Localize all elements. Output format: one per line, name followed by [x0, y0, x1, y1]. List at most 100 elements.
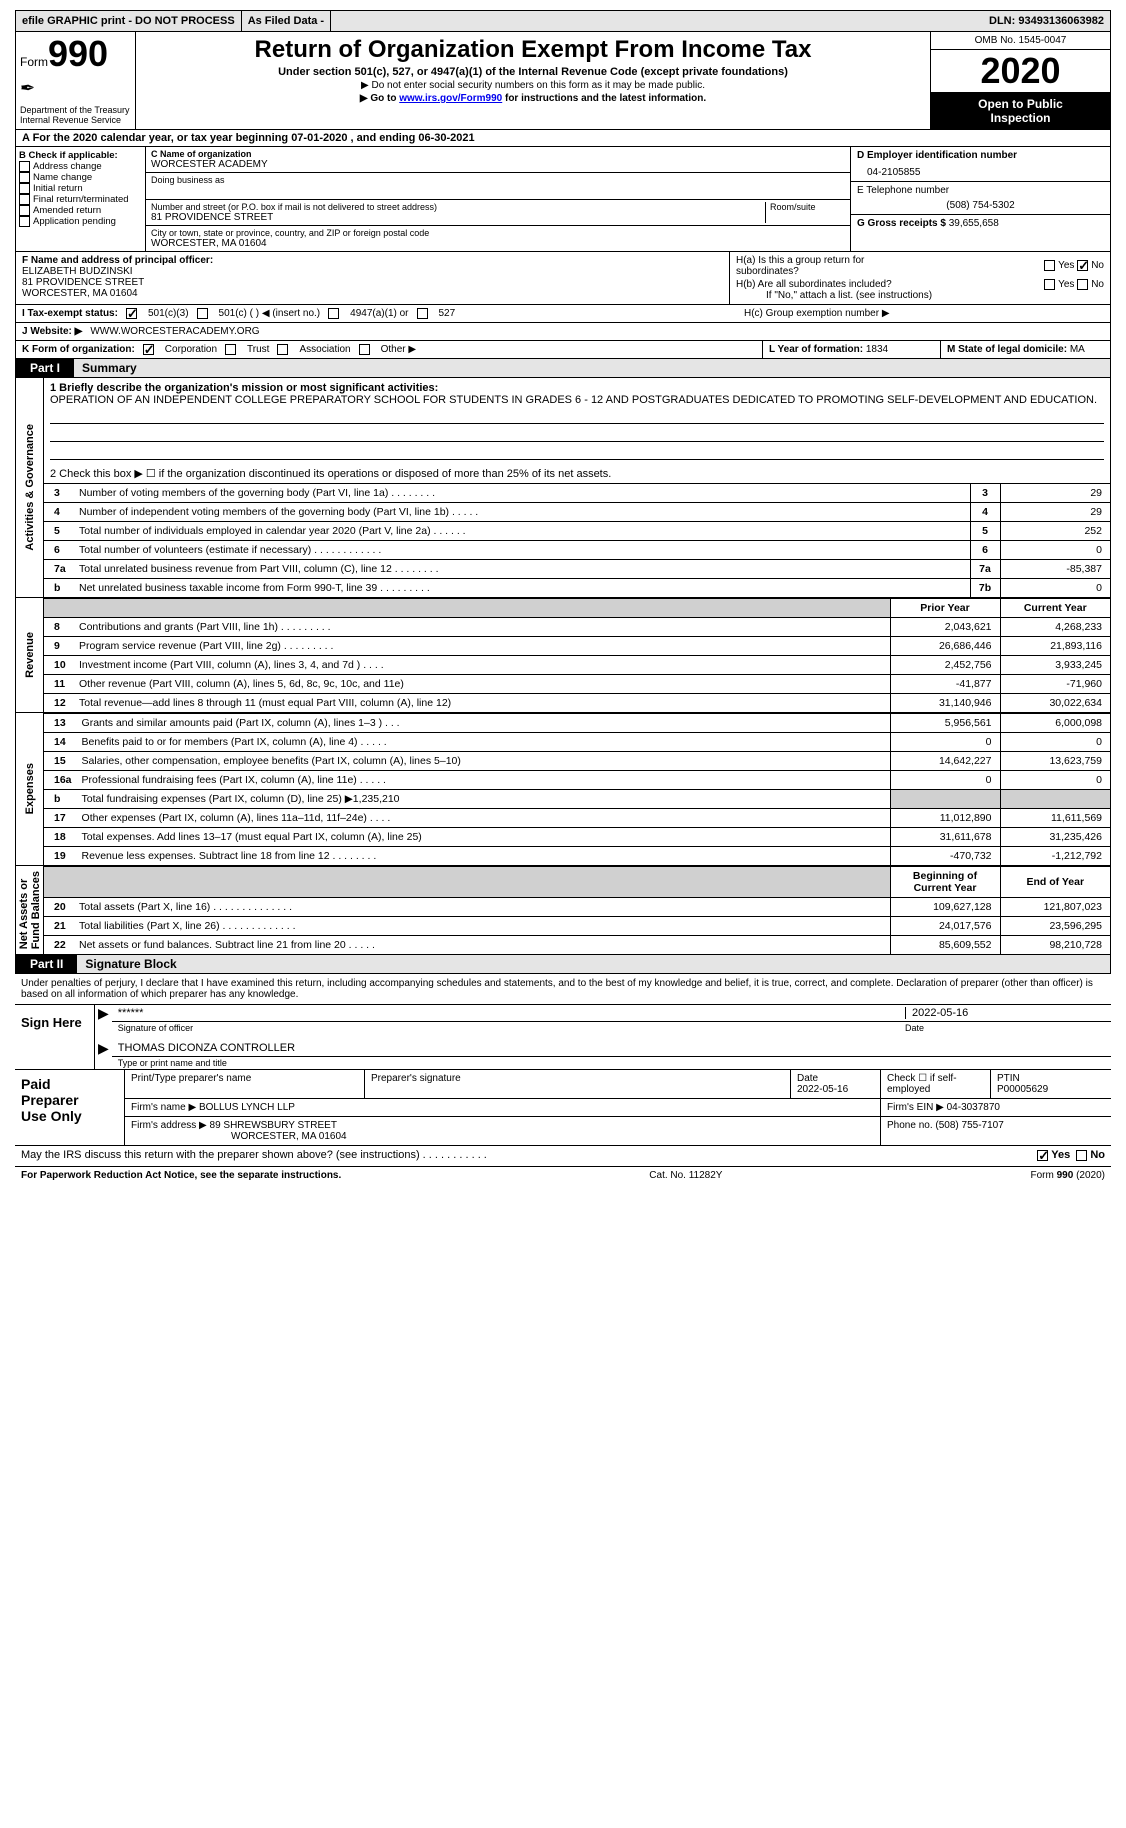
form-number-box: Form990 ✒ Department of the Treasury Int…: [16, 32, 136, 129]
cb-amended-return[interactable]: Amended return: [19, 205, 142, 216]
cb-association[interactable]: [277, 344, 288, 355]
cb-final-return[interactable]: Final return/terminated: [19, 194, 142, 205]
discuss-row: May the IRS discuss this return with the…: [15, 1145, 1111, 1164]
arrow-icon: ▶: [95, 1005, 112, 1034]
ha-no[interactable]: [1077, 260, 1088, 271]
revenue-section: Revenue Prior YearCurrent Year8Contribut…: [15, 598, 1111, 713]
ein: 04-2105855: [857, 167, 1104, 178]
row-j-website: J Website: ▶ WWW.WORCESTERACADEMY.ORG: [15, 323, 1111, 341]
part1-header: Part I Summary: [15, 359, 1111, 378]
governance-table: 3Number of voting members of the governi…: [44, 483, 1110, 597]
arrow-icon: ▶: [95, 1040, 112, 1069]
cb-other[interactable]: [359, 344, 370, 355]
revenue-table: Prior YearCurrent Year8Contributions and…: [44, 598, 1110, 712]
cb-name-change[interactable]: Name change: [19, 172, 142, 183]
right-box: OMB No. 1545-0047 2020 Open to Public In…: [930, 32, 1110, 129]
city-state-zip: WORCESTER, MA 01604: [151, 238, 845, 249]
table-row: 5Total number of individuals employed in…: [44, 522, 1110, 541]
table-row: 18Total expenses. Add lines 13–17 (must …: [44, 828, 1110, 847]
col-b-checkboxes: B Check if applicable: Address change Na…: [16, 147, 146, 251]
dln: DLN: 93493136063982: [983, 11, 1110, 31]
discuss-yes[interactable]: [1037, 1150, 1048, 1161]
table-row: bNet unrelated business taxable income f…: [44, 579, 1110, 598]
table-row: 4Number of independent voting members of…: [44, 503, 1110, 522]
col-c-org: C Name of organizationWORCESTER ACADEMY …: [146, 147, 850, 251]
row-i-tax-status: I Tax-exempt status: 501(c)(3) 501(c) ( …: [15, 305, 1111, 323]
table-row: bTotal fundraising expenses (Part IX, co…: [44, 790, 1110, 809]
cb-address-change[interactable]: Address change: [19, 161, 142, 172]
row-a-taxyear: A For the 2020 calendar year, or tax yea…: [15, 130, 1111, 147]
website: WWW.WORCESTERACADEMY.ORG: [90, 326, 259, 337]
irs-link[interactable]: www.irs.gov/Form990: [399, 93, 502, 104]
firm-phone: (508) 755-7107: [935, 1120, 1003, 1131]
sign-here-row: Sign Here ▶ ****** 2022-05-16 Signature …: [15, 1004, 1111, 1069]
cb-trust[interactable]: [225, 344, 236, 355]
sig-date: 2022-05-16: [905, 1007, 1105, 1019]
top-bar: efile GRAPHIC print - DO NOT PROCESS As …: [15, 10, 1111, 32]
table-row: 15Salaries, other compensation, employee…: [44, 752, 1110, 771]
table-row: 21Total liabilities (Part X, line 26) . …: [44, 917, 1110, 936]
mission-text: OPERATION OF AN INDEPENDENT COLLEGE PREP…: [50, 394, 1104, 406]
col-d: D Employer identification number04-21058…: [850, 147, 1110, 251]
hb-no[interactable]: [1077, 279, 1088, 290]
state-domicile: MA: [1070, 344, 1085, 355]
table-row: 22Net assets or fund balances. Subtract …: [44, 936, 1110, 955]
omb-number: OMB No. 1545-0047: [931, 32, 1110, 50]
table-row: 14Benefits paid to or for members (Part …: [44, 733, 1110, 752]
net-assets-section: Net Assets or Fund Balances Beginning of…: [15, 866, 1111, 955]
paid-preparer: Paid Preparer Use Only Print/Type prepar…: [15, 1069, 1111, 1145]
footer: For Paperwork Reduction Act Notice, see …: [15, 1166, 1111, 1184]
form-990-page: efile GRAPHIC print - DO NOT PROCESS As …: [0, 0, 1126, 1194]
row-fh: F Name and address of principal officer:…: [15, 252, 1111, 305]
cb-application-pending[interactable]: Application pending: [19, 216, 142, 227]
table-row: 13Grants and similar amounts paid (Part …: [44, 714, 1110, 733]
expenses-table: 13Grants and similar amounts paid (Part …: [44, 713, 1110, 865]
cb-initial-return[interactable]: Initial return: [19, 183, 142, 194]
hc-group-exemption: H(c) Group exemption number ▶: [744, 308, 1104, 319]
discuss-no[interactable]: [1076, 1150, 1087, 1161]
firm-address: 89 SHREWSBURY STREET: [210, 1120, 337, 1131]
gross-receipts: 39,655,658: [949, 218, 999, 229]
cb-4947[interactable]: [328, 308, 339, 319]
line-2: 2 Check this box ▶ ☐ if the organization…: [44, 464, 1110, 483]
efile-notice: efile GRAPHIC print - DO NOT PROCESS: [16, 11, 242, 31]
part2-header: Part II Signature Block: [15, 955, 1111, 974]
cb-527[interactable]: [417, 308, 428, 319]
principal-officer: F Name and address of principal officer:…: [16, 252, 730, 304]
table-row: 17Other expenses (Part IX, column (A), l…: [44, 809, 1110, 828]
cb-501c[interactable]: [197, 308, 208, 319]
irs-logo-icon: ✒: [20, 78, 131, 99]
governance-section: Activities & Governance 1 Briefly descri…: [15, 378, 1111, 598]
vlabel-governance: Activities & Governance: [16, 378, 44, 597]
vlabel-net: Net Assets or Fund Balances: [16, 866, 44, 954]
table-row: 19Revenue less expenses. Subtract line 1…: [44, 847, 1110, 866]
ha-yes[interactable]: [1044, 260, 1055, 271]
table-row: 12Total revenue—add lines 8 through 11 (…: [44, 694, 1110, 713]
street-address: 81 PROVIDENCE STREET: [151, 212, 765, 223]
officer-name: THOMAS DICONZA CONTROLLER: [112, 1040, 1111, 1057]
title-box: Return of Organization Exempt From Incom…: [136, 32, 930, 129]
subtitle-2: ▶ Do not enter social security numbers o…: [144, 80, 922, 91]
org-name: WORCESTER ACADEMY: [151, 159, 845, 170]
tax-year: 2020: [931, 50, 1110, 93]
table-row: 3Number of voting members of the governi…: [44, 484, 1110, 503]
page-title: Return of Organization Exempt From Incom…: [144, 36, 922, 64]
table-row: 16aProfessional fundraising fees (Part I…: [44, 771, 1110, 790]
section-bcd: B Check if applicable: Address change Na…: [15, 147, 1111, 252]
cb-501c3[interactable]: [126, 308, 137, 319]
row-klm: K Form of organization: Corporation Trus…: [15, 341, 1111, 359]
table-row: 11Other revenue (Part VIII, column (A), …: [44, 675, 1110, 694]
net-assets-table: Beginning of Current YearEnd of Year20To…: [44, 866, 1110, 954]
ptin: P00005629: [997, 1084, 1105, 1095]
as-filed: As Filed Data -: [242, 11, 331, 31]
table-row: 10Investment income (Part VIII, column (…: [44, 656, 1110, 675]
hb-yes[interactable]: [1044, 279, 1055, 290]
firm-name: BOLLUS LYNCH LLP: [199, 1102, 295, 1113]
table-row: 20Total assets (Part X, line 16) . . . .…: [44, 898, 1110, 917]
subtitle-3: ▶ Go to www.irs.gov/Form990 for instruct…: [144, 93, 922, 104]
signature-declaration: Under penalties of perjury, I declare th…: [15, 974, 1111, 1004]
cb-corporation[interactable]: [143, 344, 154, 355]
subtitle-1: Under section 501(c), 527, or 4947(a)(1)…: [144, 66, 922, 78]
table-row: 7aTotal unrelated business revenue from …: [44, 560, 1110, 579]
year-formation: 1834: [866, 344, 888, 355]
